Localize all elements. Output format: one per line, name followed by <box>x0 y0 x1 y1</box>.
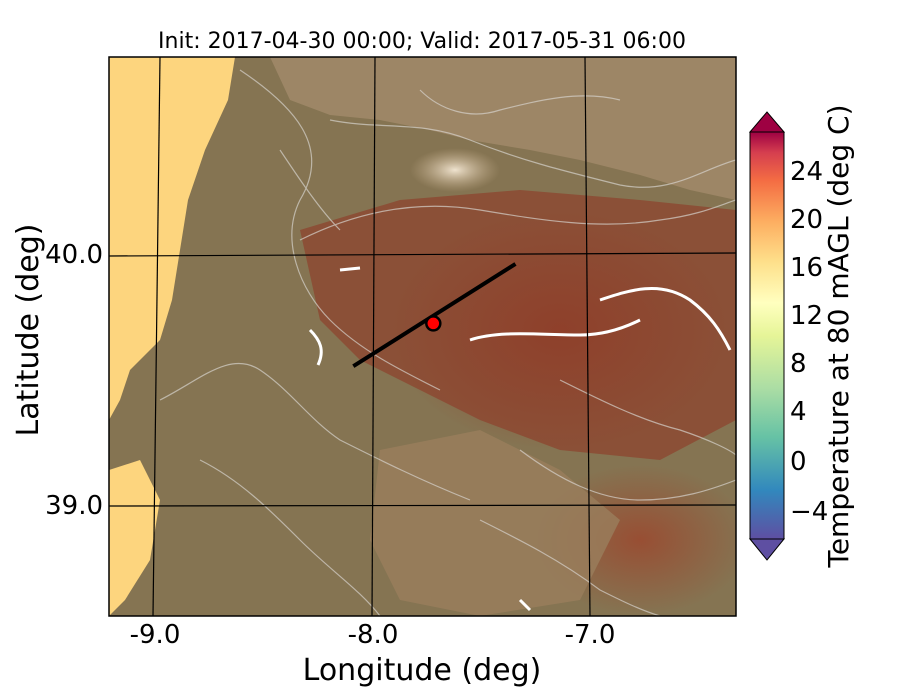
x-tick-label: -8.0 <box>348 620 399 650</box>
colorbar-tick-label: 24 <box>790 157 823 187</box>
map-plot-area <box>109 57 736 616</box>
x-tick-label: -9.0 <box>130 620 181 650</box>
colorbar-tick-label: 4 <box>790 397 807 427</box>
y-axis-label: Latitude (deg) <box>11 224 46 437</box>
rivers <box>308 266 732 612</box>
colorbar-gradient <box>749 131 785 540</box>
warm-core <box>390 210 730 450</box>
terrain-south <box>370 430 620 616</box>
y-tick-labels: 40.0 39.0 <box>45 240 103 521</box>
colorbar: 24 20 16 12 8 4 0 −4 Temperature at 80 m… <box>748 104 855 569</box>
x-tick-label: -7.0 <box>565 620 616 650</box>
colorbar-tick-label: 20 <box>790 205 823 235</box>
colorbar-extend-min <box>748 538 786 561</box>
colorbar-tick-label: 8 <box>790 349 807 379</box>
colorbar-tick-label: 16 <box>790 253 823 283</box>
contour-lines <box>159 69 736 616</box>
site-marker <box>425 315 442 332</box>
x-tick-labels: -9.0 -8.0 -7.0 <box>130 620 616 650</box>
plot-frame <box>108 56 737 617</box>
ocean-south <box>109 460 160 616</box>
peak-highlight <box>410 148 500 192</box>
colorbar-tick-label: 12 <box>790 301 823 331</box>
y-tick-label: 39.0 <box>45 491 103 521</box>
transect-line <box>352 262 517 368</box>
plot-title: Init: 2017-04-30 00:00; Valid: 2017-05-3… <box>158 29 686 54</box>
terrain-north <box>270 57 736 200</box>
y-tick-label: 40.0 <box>45 240 103 270</box>
colorbar-extend-max <box>748 111 786 133</box>
x-axis-label: Longitude (deg) <box>303 653 542 688</box>
colorbar-tick-label: −4 <box>790 497 828 527</box>
colorbar-tick-label: 0 <box>790 447 807 477</box>
colorbar-label: Temperature at 80 mAGL (deg C) <box>822 104 855 568</box>
map-grid <box>109 57 736 616</box>
ocean-north <box>109 57 235 420</box>
